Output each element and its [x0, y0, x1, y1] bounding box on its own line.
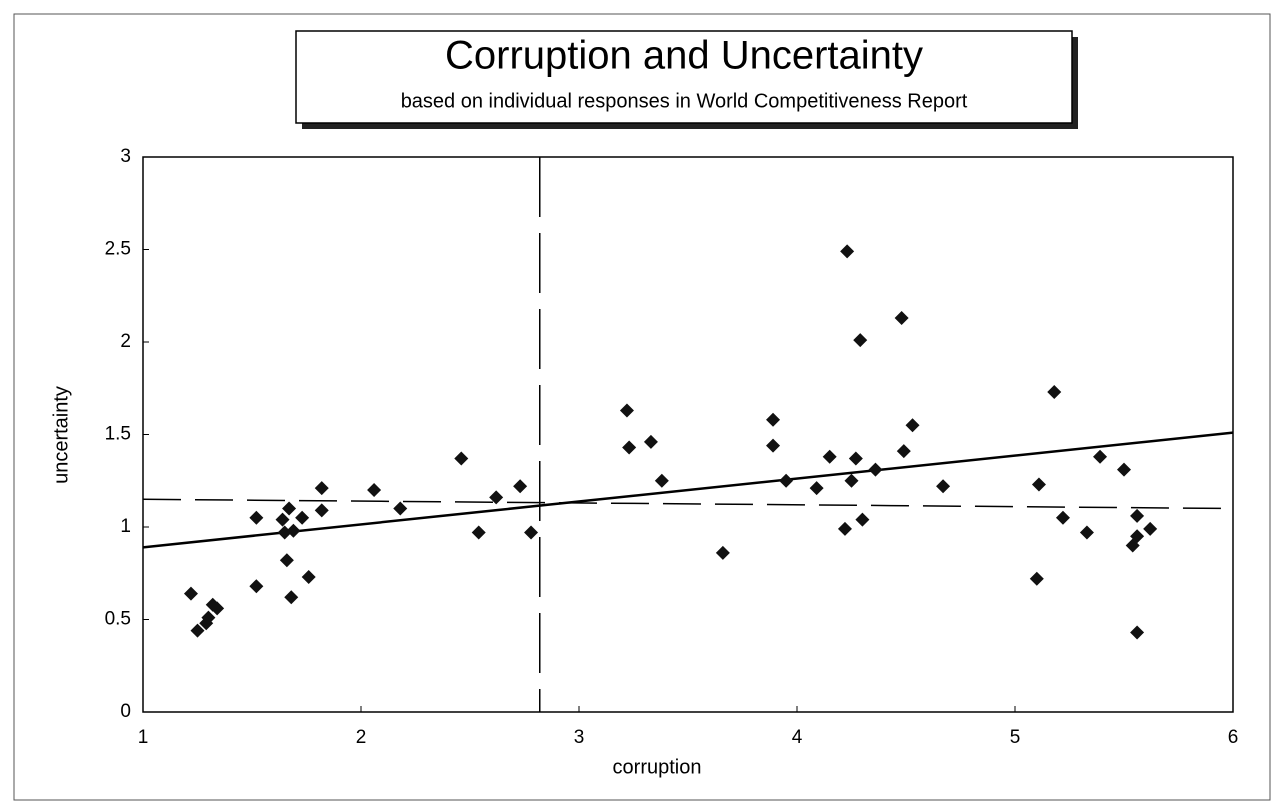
point — [1029, 571, 1044, 586]
point — [1130, 529, 1145, 544]
point — [275, 512, 290, 527]
chart-title: Corruption and Uncertainty — [445, 34, 923, 78]
point — [1047, 384, 1062, 399]
plot-area — [142, 156, 1234, 713]
point — [1130, 625, 1145, 640]
point — [715, 545, 730, 560]
point — [853, 333, 868, 348]
point — [896, 444, 911, 459]
chart-subtitle: based on individual responses in World C… — [401, 90, 968, 112]
point — [367, 483, 382, 497]
x-tick-label: 3 — [574, 727, 585, 748]
point — [1143, 521, 1158, 536]
x-tick-label: 6 — [1228, 727, 1239, 748]
point — [822, 449, 837, 464]
point — [855, 512, 870, 527]
point — [286, 523, 301, 538]
point — [894, 310, 909, 325]
point — [643, 434, 658, 449]
y-tick-label: 2.5 — [105, 239, 131, 260]
point — [837, 521, 852, 536]
point — [201, 610, 216, 625]
point — [524, 525, 539, 540]
point — [210, 601, 225, 616]
point — [779, 473, 794, 488]
point — [471, 525, 486, 540]
point — [454, 451, 469, 466]
point — [868, 462, 883, 477]
point — [1093, 449, 1108, 464]
point — [766, 412, 781, 427]
point — [809, 481, 824, 496]
point — [282, 501, 297, 516]
y-tick-label: 2 — [120, 331, 131, 352]
point — [1117, 462, 1131, 477]
mean-line — [142, 498, 1234, 510]
point — [279, 553, 294, 568]
point — [295, 510, 310, 525]
point — [936, 479, 951, 494]
x-tick-label: 4 — [792, 727, 803, 748]
point — [622, 440, 637, 455]
point — [766, 438, 781, 453]
point — [513, 479, 528, 494]
x-tick-label: 1 — [138, 727, 149, 748]
point — [393, 501, 408, 516]
point — [848, 451, 863, 466]
point — [1031, 477, 1046, 492]
point — [1079, 525, 1094, 540]
point — [489, 490, 504, 505]
trend-line — [142, 431, 1234, 549]
y-tick-label: 0 — [120, 701, 131, 722]
point — [314, 503, 329, 518]
frame — [13, 13, 1271, 801]
point — [840, 244, 855, 259]
title-box — [295, 30, 1073, 124]
y-tick-label: 0.5 — [105, 609, 131, 630]
y-axis-label: uncertainty — [50, 386, 72, 484]
point — [654, 473, 669, 488]
point — [183, 586, 198, 601]
point — [249, 579, 264, 594]
point — [301, 569, 316, 584]
point — [905, 418, 920, 433]
y-tick-label: 3 — [120, 146, 131, 167]
x-axis-label: corruption — [613, 756, 702, 778]
x-tick-label: 2 — [356, 727, 367, 748]
y-tick-label: 1 — [120, 516, 131, 537]
x-tick-label: 5 — [1010, 727, 1021, 748]
point — [844, 473, 859, 488]
point — [249, 510, 264, 525]
point — [619, 403, 634, 418]
point — [190, 623, 205, 638]
point — [1130, 508, 1145, 523]
point — [284, 590, 299, 605]
point — [1055, 510, 1070, 525]
y-tick-label: 1.5 — [105, 424, 131, 445]
point — [314, 481, 329, 496]
